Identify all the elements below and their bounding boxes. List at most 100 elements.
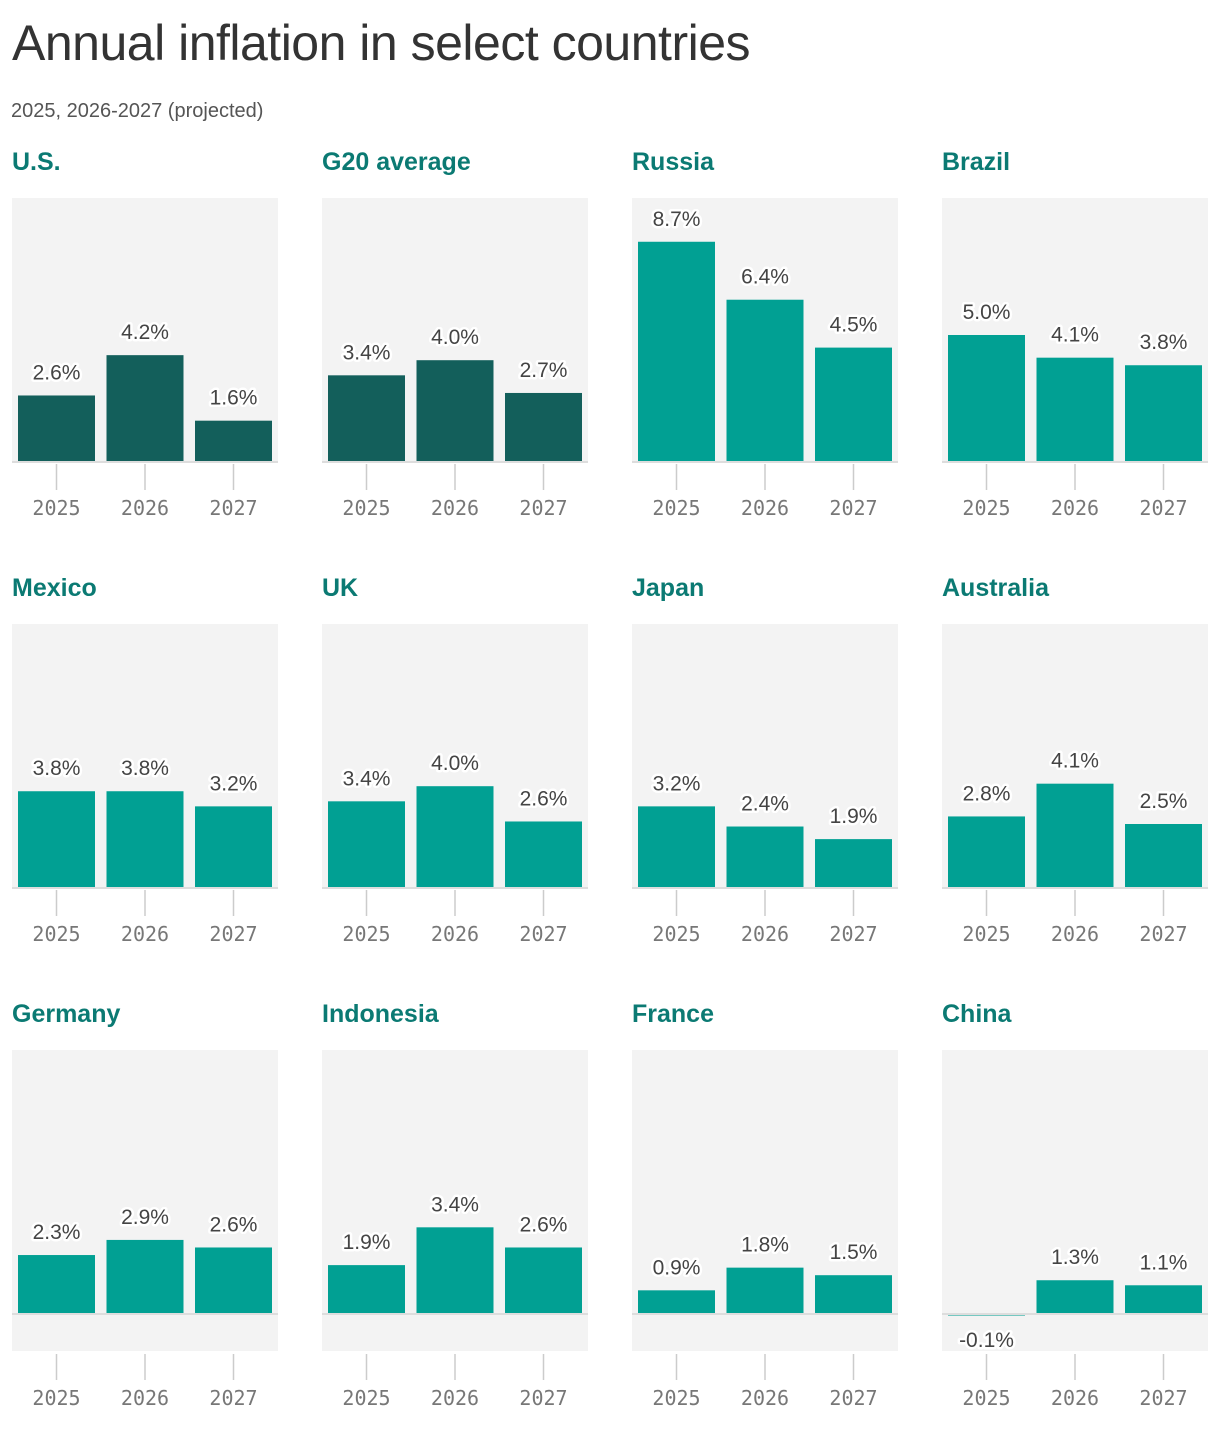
panel-title: U.S. xyxy=(12,148,61,176)
panel-mexico: Mexico 3.8% 2025 3.8% 2026 3.2% 2027 xyxy=(12,574,278,974)
bar xyxy=(18,395,95,461)
panel-title: G20 average xyxy=(322,148,471,176)
bar xyxy=(815,347,892,461)
tick-label: 2026 xyxy=(121,496,169,520)
data-label: 1.9% xyxy=(830,805,878,828)
data-label: 1.3% xyxy=(1051,1246,1099,1269)
bar xyxy=(106,355,184,461)
bar xyxy=(416,360,494,461)
bar xyxy=(1036,357,1114,461)
panel-title: Mexico xyxy=(12,574,97,602)
tick-label: 2027 xyxy=(829,1386,877,1410)
panel-u-s: U.S. 2.6% 2025 4.2% 2026 1.6% 2027 xyxy=(12,148,278,548)
data-label: 2.3% xyxy=(33,1221,81,1244)
tick-label: 2027 xyxy=(1139,922,1187,946)
tick-label: 2027 xyxy=(519,922,567,946)
tick-label: 2025 xyxy=(652,922,700,946)
bar xyxy=(505,1247,582,1313)
data-label: 1.1% xyxy=(1140,1251,1188,1274)
bar-chart: 3.4% 2025 4.0% 2026 2.7% 2027 xyxy=(322,198,588,520)
tick-label: 2026 xyxy=(431,922,479,946)
bar xyxy=(505,821,582,887)
tick-label: 2027 xyxy=(209,1386,257,1410)
panel-indonesia: Indonesia 1.9% 2025 3.4% 2026 2.6% 2027 xyxy=(322,1000,588,1410)
bar xyxy=(195,420,272,461)
tick-label: 2027 xyxy=(1139,1386,1187,1410)
bar-chart: 1.9% 2025 3.4% 2026 2.6% 2027 xyxy=(322,1050,588,1410)
data-label: 4.0% xyxy=(431,326,479,349)
tick-label: 2026 xyxy=(431,496,479,520)
tick-label: 2025 xyxy=(342,496,390,520)
bar xyxy=(505,392,582,461)
tick-label: 2027 xyxy=(829,922,877,946)
bar xyxy=(328,375,405,461)
panel-title: UK xyxy=(322,574,359,602)
tick-label: 2025 xyxy=(32,922,80,946)
panel-germany: Germany 2.3% 2025 2.9% 2026 2.6% 2027 xyxy=(12,1000,278,1410)
tick-label: 2025 xyxy=(652,496,700,520)
data-label: 2.7% xyxy=(520,359,568,382)
bar-chart: -0.1% 2025 1.3% 2026 1.1% 2027 xyxy=(942,1050,1208,1410)
data-label: 2.5% xyxy=(1140,790,1188,813)
data-label: 1.8% xyxy=(741,1234,789,1257)
data-label: 3.8% xyxy=(121,757,169,780)
panel-title: China xyxy=(942,1000,1012,1028)
panel-title: Australia xyxy=(942,574,1049,602)
tick-label: 2026 xyxy=(741,922,789,946)
panel-title: Japan xyxy=(632,574,705,602)
tick-label: 2025 xyxy=(342,1386,390,1410)
panel-uk: UK 3.4% 2025 4.0% 2026 2.6% 2027 xyxy=(322,574,588,974)
bar xyxy=(106,791,184,887)
data-label: 1.6% xyxy=(210,387,258,410)
bar xyxy=(948,335,1025,461)
bar-chart: 3.2% 2025 2.4% 2026 1.9% 2027 xyxy=(632,624,898,946)
data-label: 2.6% xyxy=(33,361,81,384)
panel-brazil: Brazil 5.0% 2025 4.1% 2026 3.8% 2027 xyxy=(942,148,1208,548)
tick-label: 2027 xyxy=(1139,496,1187,520)
bar xyxy=(948,816,1025,887)
data-label: 2.6% xyxy=(210,1213,258,1236)
bar xyxy=(106,1239,184,1313)
tick-label: 2026 xyxy=(1051,496,1099,520)
tick-label: 2027 xyxy=(209,496,257,520)
tick-label: 2027 xyxy=(519,1386,567,1410)
data-label: 4.0% xyxy=(431,752,479,775)
panel-france: France 0.9% 2025 1.8% 2026 1.5% 2027 xyxy=(632,1000,898,1410)
tick-label: 2026 xyxy=(741,1386,789,1410)
data-label: 2.8% xyxy=(963,782,1011,805)
tick-label: 2025 xyxy=(652,1386,700,1410)
tick-label: 2026 xyxy=(1051,1386,1099,1410)
data-label: 4.1% xyxy=(1051,750,1099,773)
data-label: -0.1% xyxy=(959,1329,1014,1352)
data-label: 0.9% xyxy=(653,1256,701,1279)
data-label: 6.4% xyxy=(741,266,789,289)
panel-russia: Russia 8.7% 2025 6.4% 2026 4.5% 2027 xyxy=(632,148,898,548)
tick-label: 2026 xyxy=(121,922,169,946)
data-label: 4.2% xyxy=(121,321,169,344)
panel-japan: Japan 3.2% 2025 2.4% 2026 1.9% 2027 xyxy=(632,574,898,974)
bar xyxy=(328,1265,405,1313)
chart-title: Annual inflation in select countries xyxy=(12,15,751,71)
tick-label: 2025 xyxy=(32,496,80,520)
bar-chart: 5.0% 2025 4.1% 2026 3.8% 2027 xyxy=(942,198,1208,520)
panel-title: Indonesia xyxy=(322,1000,439,1028)
data-label: 3.4% xyxy=(343,767,391,790)
bar xyxy=(1125,365,1202,461)
data-label: 2.6% xyxy=(520,787,568,810)
data-label: 3.4% xyxy=(431,1193,479,1216)
tick-label: 2026 xyxy=(741,496,789,520)
bar-chart: 8.7% 2025 6.4% 2026 4.5% 2027 xyxy=(632,198,898,520)
bar xyxy=(726,826,804,887)
panel-china: China -0.1% 2025 1.3% 2026 1.1% 2027 xyxy=(942,1000,1208,1410)
bar-chart: 3.8% 2025 3.8% 2026 3.2% 2027 xyxy=(12,624,278,946)
panel-title: Russia xyxy=(632,148,714,176)
data-label: 3.8% xyxy=(33,757,81,780)
tick-label: 2025 xyxy=(962,496,1010,520)
bar xyxy=(638,806,715,887)
bar xyxy=(1036,783,1114,887)
bar xyxy=(195,806,272,887)
bar xyxy=(328,801,405,887)
data-label: 1.9% xyxy=(343,1231,391,1254)
tick-label: 2025 xyxy=(962,922,1010,946)
